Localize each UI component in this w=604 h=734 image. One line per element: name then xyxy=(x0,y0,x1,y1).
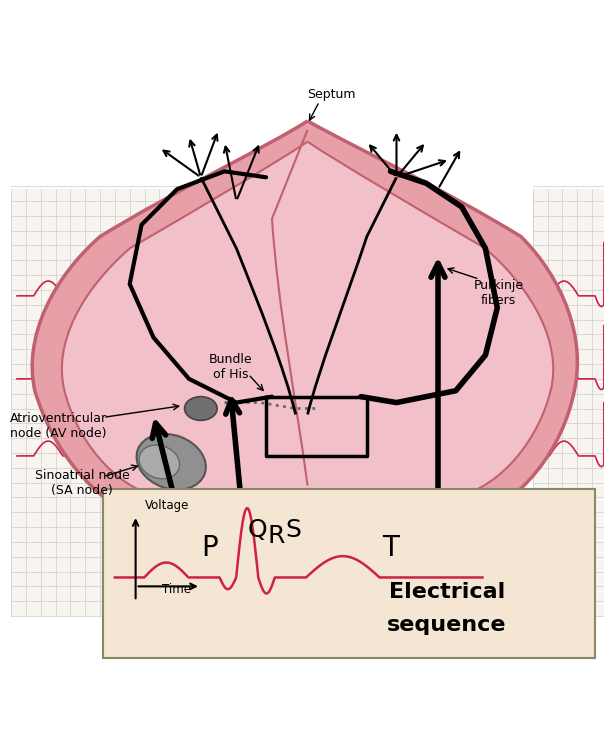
PathPatch shape xyxy=(32,121,577,540)
Text: R: R xyxy=(268,524,285,548)
Text: S: S xyxy=(286,518,301,542)
Ellipse shape xyxy=(185,396,217,421)
Text: Purkinje
fibers: Purkinje fibers xyxy=(474,279,524,307)
FancyBboxPatch shape xyxy=(11,189,236,616)
Text: T: T xyxy=(382,534,399,562)
FancyBboxPatch shape xyxy=(373,509,444,569)
Text: Sinoatrial node
(SA node): Sinoatrial node (SA node) xyxy=(35,468,130,497)
Text: Septum: Septum xyxy=(307,88,356,101)
Ellipse shape xyxy=(139,445,179,479)
FancyBboxPatch shape xyxy=(103,489,595,658)
Text: P: P xyxy=(201,534,218,562)
Text: Time: Time xyxy=(162,583,191,596)
Text: Q: Q xyxy=(248,518,267,542)
PathPatch shape xyxy=(62,142,553,517)
Text: Atrioventricular
node (AV node): Atrioventricular node (AV node) xyxy=(10,413,107,440)
FancyBboxPatch shape xyxy=(533,189,604,616)
FancyBboxPatch shape xyxy=(266,506,355,578)
Text: Bundle
of His: Bundle of His xyxy=(208,353,252,381)
Text: Voltage: Voltage xyxy=(144,499,189,512)
Text: sequence: sequence xyxy=(387,615,507,635)
Text: Electrical: Electrical xyxy=(389,582,505,603)
Ellipse shape xyxy=(137,434,206,490)
